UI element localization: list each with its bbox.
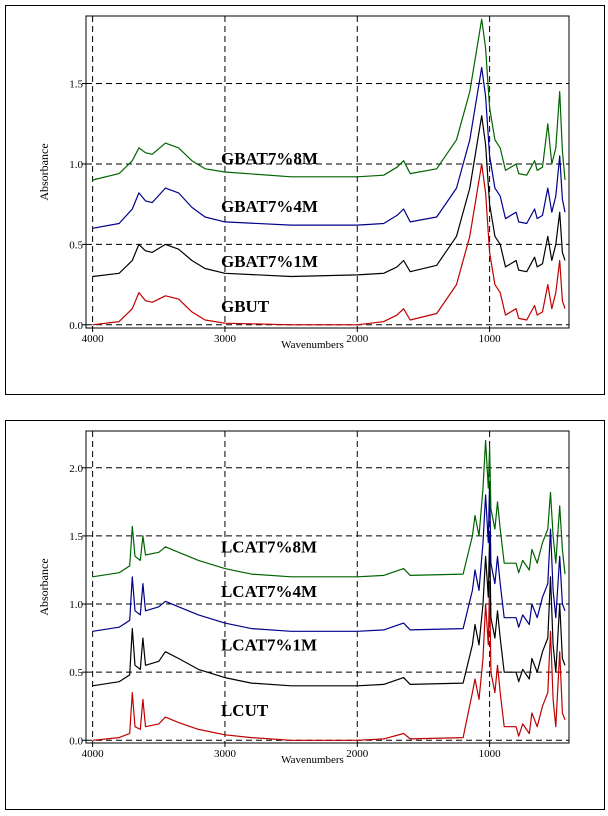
y-axis-label: Absorbance	[37, 558, 51, 615]
plot-frame	[85, 430, 570, 744]
series-line-lcut	[92, 583, 566, 741]
series-label: LCAT7%1M	[221, 635, 317, 654]
series-label: GBAT7%4M	[221, 197, 318, 216]
x-tick-label: 4000	[82, 748, 105, 760]
y-tick-label: 2.0	[69, 463, 83, 475]
series-line-gbat78m	[92, 18, 566, 181]
y-tick-label: 0.0	[69, 320, 83, 332]
chart-bottom-svg: 4000 3000 2000 1000 0.0 0.5 1.0 1.5 2.0 Wavenumb…	[37, 430, 570, 766]
plot-frame	[85, 15, 570, 329]
series-line-gbut	[92, 163, 566, 326]
x-tick-label: 3000	[214, 748, 237, 760]
x-tick-label: 3000	[214, 333, 237, 345]
y-axis-label: Absorbance	[37, 143, 51, 200]
x-tick-label: 2000	[346, 748, 369, 760]
y-tick-label: 1.0	[69, 599, 83, 611]
y-tick-label: 1.5	[69, 531, 83, 543]
series-label: LCAT7%4M	[221, 582, 317, 601]
series-label: GBUT	[221, 297, 270, 316]
y-tick-label: 0.5	[69, 667, 83, 679]
series-label: GBAT7%8M	[221, 149, 318, 168]
y-tick-label: 1.0	[69, 159, 83, 171]
series-label: LCAT7%8M	[221, 537, 317, 556]
x-axis-label: Wavenumbers	[281, 339, 344, 351]
series-line-lcat71m	[92, 535, 566, 687]
y-tick-label: 0.5	[69, 239, 83, 251]
x-tick-label: 1000	[479, 333, 502, 345]
series-line-gbat74m	[92, 66, 566, 229]
series-line-gbat71m	[92, 115, 566, 278]
series-label: GBAT7%1M	[221, 252, 318, 271]
series-label: LCUT	[221, 701, 269, 720]
y-tick-label: 1.5	[69, 79, 83, 91]
chart-panel-top: 4000 3000 2000 1000 0.0 0.5 1.0 1.5 Wavenumbers…	[5, 5, 605, 395]
grid-lines	[85, 15, 570, 329]
grid-lines	[85, 430, 570, 744]
y-tick-label: 0.0	[69, 735, 83, 747]
chart-top-svg: 4000 3000 2000 1000 0.0 0.5 1.0 1.5 Wavenumbers…	[37, 15, 570, 351]
x-axis-label: Wavenumbers	[281, 754, 344, 766]
x-tick-label: 4000	[82, 333, 105, 345]
series-line-lcat78m	[92, 439, 566, 578]
chart-panel-bottom: 4000 3000 2000 1000 0.0 0.5 1.0 1.5 2.0 Wavenumb…	[5, 420, 605, 810]
series-line-lcat74m	[92, 480, 566, 632]
x-tick-label: 2000	[346, 333, 369, 345]
x-tick-label: 1000	[479, 748, 502, 760]
